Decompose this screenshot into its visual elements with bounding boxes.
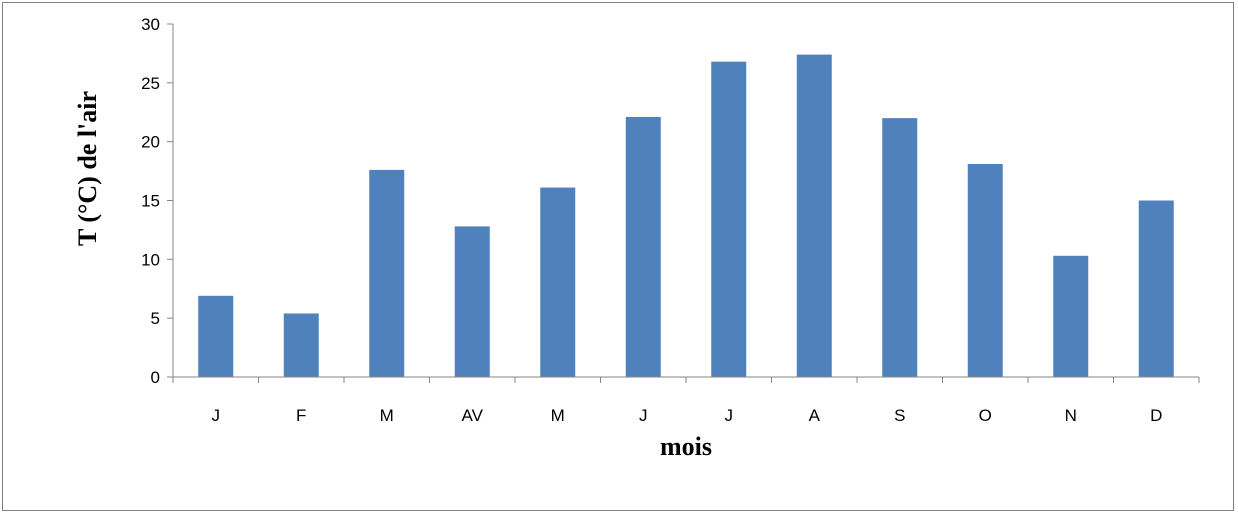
x-tick-label: A: [809, 406, 821, 425]
bar-5: [540, 187, 576, 377]
bar-3: [369, 169, 405, 377]
y-tick-label: 0: [151, 368, 160, 387]
bar-11: [1053, 255, 1089, 377]
y-tick-label: 25: [141, 74, 160, 93]
bar-1: [198, 295, 234, 377]
x-tick-label: M: [380, 406, 394, 425]
bar-8: [796, 54, 832, 378]
bar-9: [882, 118, 918, 377]
bar-4: [454, 226, 490, 377]
y-axis-ticks: 0 5 10 15 20 25 30: [141, 15, 173, 387]
x-tick-label: D: [1150, 406, 1162, 425]
y-tick-label: 15: [141, 192, 160, 211]
bars: [198, 54, 1174, 378]
x-tick-label: J: [725, 406, 734, 425]
x-tick-label: J: [639, 406, 648, 425]
y-tick-label: 5: [151, 309, 160, 328]
y-tick-label: 10: [141, 250, 160, 269]
y-tick-label: 20: [141, 133, 160, 152]
bar-12: [1138, 200, 1174, 377]
x-tick-label: S: [894, 406, 905, 425]
x-tick-label: M: [551, 406, 565, 425]
x-axis-ticks: J F M AV M J J A S O N D: [172, 377, 1200, 425]
x-tick-label: J: [212, 406, 221, 425]
bar-7: [711, 61, 747, 378]
x-tick-label: AV: [462, 406, 484, 425]
bar-6: [625, 116, 661, 377]
x-axis-title: mois: [660, 432, 712, 461]
y-tick-label: 30: [141, 15, 160, 34]
bar-2: [283, 313, 319, 377]
x-tick-label: F: [296, 406, 306, 425]
bar-10: [967, 164, 1003, 377]
x-tick-label: O: [979, 406, 992, 425]
y-axis-title: T (°C) de l'air: [73, 91, 102, 246]
x-tick-label: N: [1065, 406, 1077, 425]
